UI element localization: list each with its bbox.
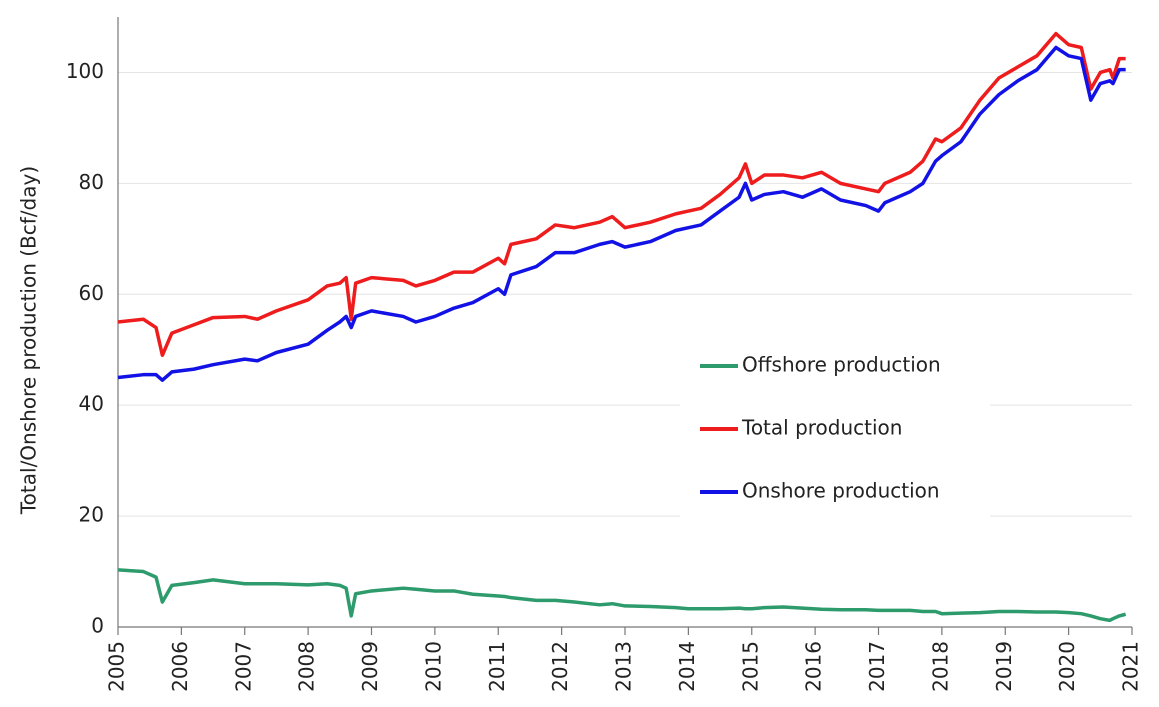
y-tick-label: 20 xyxy=(79,503,104,527)
x-tick-label: 2005 xyxy=(105,641,129,692)
y-tick-label: 80 xyxy=(79,170,104,194)
x-tick-label: 2020 xyxy=(1055,641,1079,692)
x-tick-label: 2008 xyxy=(295,641,319,692)
y-tick-label: 100 xyxy=(66,59,104,83)
x-tick-label: 2009 xyxy=(358,641,382,692)
y-tick-label: 60 xyxy=(79,281,104,305)
y-tick-label: 40 xyxy=(79,392,104,416)
x-tick-label: 2018 xyxy=(928,641,952,692)
x-tick-label: 2014 xyxy=(675,641,699,692)
x-tick-label: 2016 xyxy=(802,641,826,692)
x-tick-label: 2013 xyxy=(612,641,636,692)
x-tick-label: 2006 xyxy=(168,641,192,692)
x-tick-label: 2007 xyxy=(231,641,255,692)
y-tick-label: 0 xyxy=(91,614,104,638)
y-axis-label: Total/Onshore production (Bcf/day) xyxy=(17,166,41,515)
x-tick-label: 2021 xyxy=(1119,641,1143,692)
x-tick-label: 2011 xyxy=(485,641,509,692)
series-line xyxy=(117,568,1127,623)
legend-label: Total production xyxy=(741,416,902,440)
series-line xyxy=(117,31,1126,358)
x-tick-label: 2017 xyxy=(865,641,889,692)
legend-label: Onshore production xyxy=(742,479,940,503)
x-tick-label: 2019 xyxy=(992,641,1016,692)
series-line xyxy=(117,45,1126,382)
x-tick-label: 2015 xyxy=(738,641,762,692)
legend-label: Offshore production xyxy=(742,353,941,377)
x-tick-label: 2012 xyxy=(548,641,572,692)
x-tick-label: 2010 xyxy=(421,641,445,692)
